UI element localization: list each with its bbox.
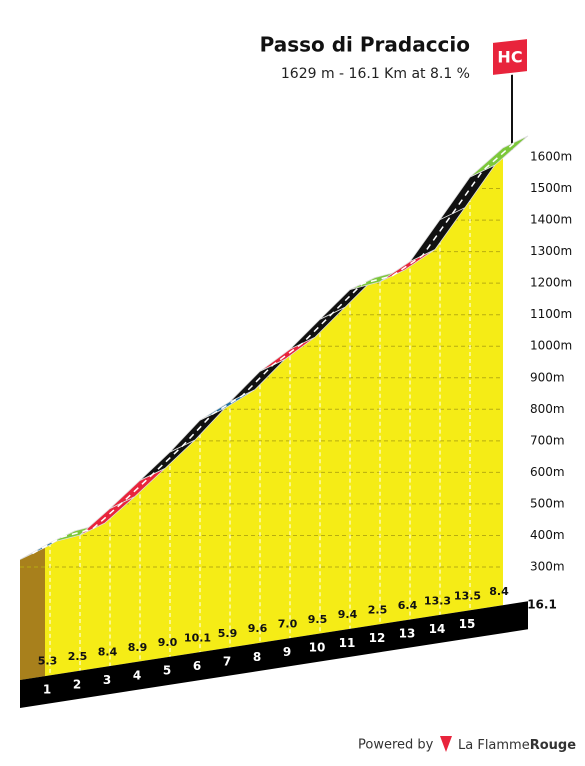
gradient-label: 13.5 bbox=[454, 590, 481, 603]
gradient-label: 9.5 bbox=[308, 613, 328, 626]
km-label: 14 bbox=[429, 622, 446, 636]
base-band bbox=[20, 601, 528, 708]
y-tick-label: 1200m bbox=[530, 276, 572, 290]
y-tick-label: 600m bbox=[530, 465, 565, 479]
km-label: 9 bbox=[283, 645, 291, 659]
y-tick-label: 1100m bbox=[530, 307, 572, 321]
km-label: 5 bbox=[163, 664, 171, 678]
gradient-label: 2.5 bbox=[368, 604, 388, 617]
gradient-label: 9.4 bbox=[338, 608, 358, 621]
brand-part: La Flamme bbox=[458, 738, 530, 753]
y-tick-label: 900m bbox=[530, 370, 565, 384]
gradient-label: 9.0 bbox=[158, 636, 178, 649]
y-tick-label: 1400m bbox=[530, 213, 572, 227]
gradient-label: 6.4 bbox=[398, 599, 418, 612]
y-tick-label: 700m bbox=[530, 433, 565, 447]
category-flag bbox=[491, 36, 529, 78]
km-label: 12 bbox=[369, 631, 386, 645]
km-label: 8 bbox=[253, 650, 261, 664]
category-label: HC bbox=[497, 48, 522, 67]
brand-logo bbox=[440, 736, 452, 752]
gradient-label: 5.3 bbox=[38, 655, 58, 668]
brand: La FlammeRouge bbox=[458, 738, 576, 753]
km-label: 4 bbox=[133, 668, 141, 682]
gradient-label: 8.4 bbox=[98, 645, 118, 658]
gradient-label: 9.6 bbox=[248, 622, 268, 635]
road-segment bbox=[469, 135, 529, 178]
profile: 5.3 1 2.5 2 8.4 3 8.9 4 9.0 5 10.1 6 5.9 7 9.6 8 7.0 9 9.5… bbox=[19, 135, 572, 708]
brand-part: Rouge bbox=[530, 738, 577, 753]
gradient-label: 8.9 bbox=[128, 641, 148, 654]
km-label: 3 bbox=[103, 673, 111, 687]
gradient-label: 13.3 bbox=[424, 594, 451, 607]
km-label: 10 bbox=[309, 640, 326, 654]
chart-subtitle: 1629 m - 16.1 Km at 8.1 % bbox=[281, 66, 470, 82]
powered-by: Powered by bbox=[358, 738, 434, 753]
y-tick-label: 1600m bbox=[530, 150, 572, 164]
km-label: 16.1 bbox=[527, 598, 557, 612]
km-label: 6 bbox=[193, 659, 201, 673]
km-label: 2 bbox=[73, 678, 81, 692]
gradient-label: 7.0 bbox=[278, 618, 298, 631]
km-label: 13 bbox=[399, 627, 416, 641]
y-tick-label: 1000m bbox=[530, 339, 572, 353]
km-label: 15 bbox=[459, 617, 476, 631]
gradient-label: 10.1 bbox=[184, 631, 211, 644]
start-block bbox=[20, 547, 45, 680]
y-tick-label: 500m bbox=[530, 496, 565, 510]
gradient-label: 8.4 bbox=[489, 585, 509, 598]
km-label: 1 bbox=[43, 682, 51, 696]
gradient-label: 2.5 bbox=[68, 650, 88, 663]
y-tick-label: 800m bbox=[530, 402, 565, 416]
road-center-line bbox=[32, 141, 516, 555]
chart-title: Passo di Pradaccio bbox=[260, 33, 470, 57]
y-tick-label: 1300m bbox=[530, 244, 572, 258]
y-tick-label: 1500m bbox=[530, 181, 572, 195]
km-label: 11 bbox=[339, 636, 356, 650]
y-tick-label: 400m bbox=[530, 528, 565, 542]
gradient-label: 5.9 bbox=[218, 627, 238, 640]
y-tick-label: 300m bbox=[530, 560, 565, 574]
km-label: 7 bbox=[223, 654, 231, 668]
